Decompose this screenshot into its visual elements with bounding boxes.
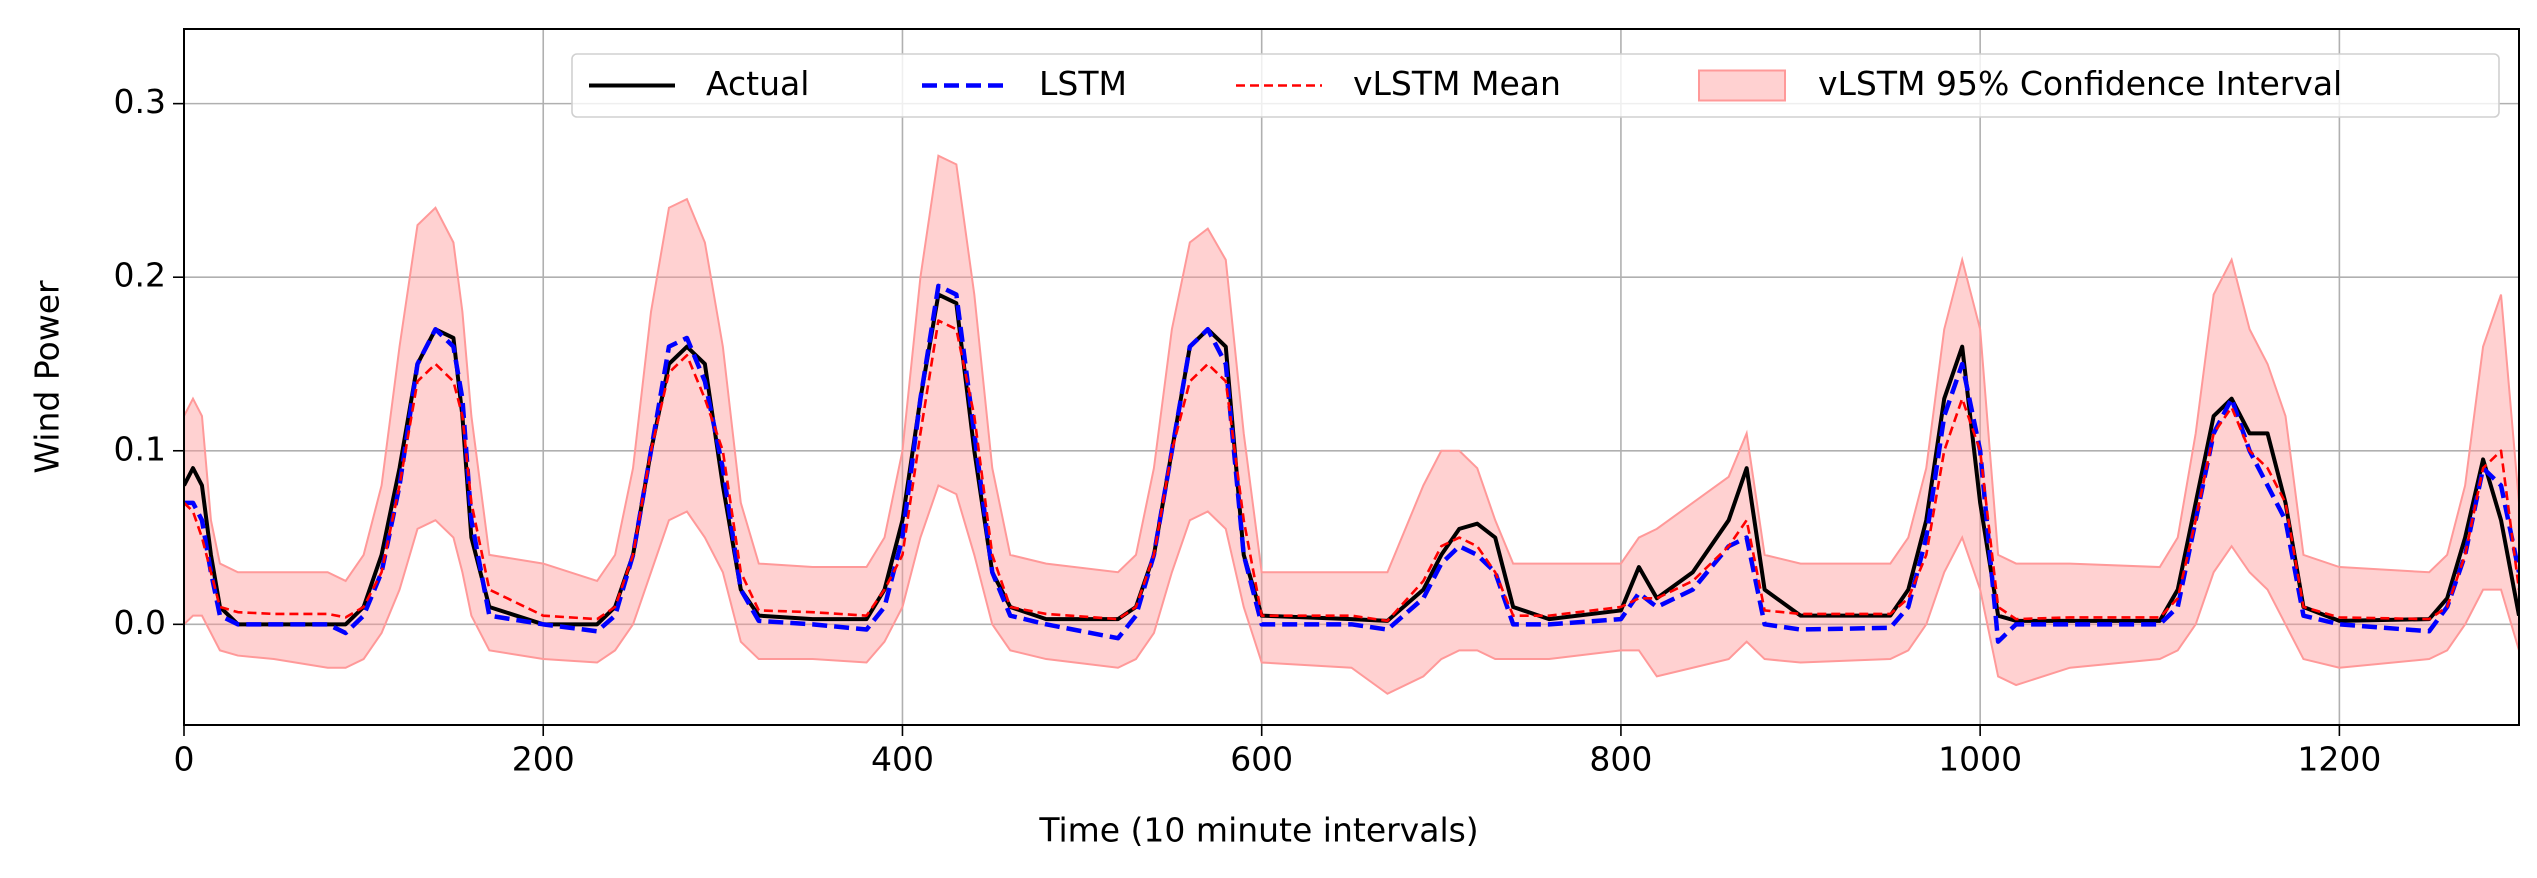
ticks: 0 200 400 600 800 1000 1200 0.0 0.1 0.2 0.3 xyxy=(114,82,2382,778)
legend-swatch xyxy=(1698,69,1786,102)
x-tick-label: 0 xyxy=(174,740,195,779)
y-tick-label: 0.3 xyxy=(114,82,166,121)
legend-label: vLSTM 95% Confidence Interval xyxy=(1818,64,2342,103)
series-line xyxy=(184,319,2519,623)
legend-box xyxy=(571,53,2500,118)
x-tick-label: 400 xyxy=(871,740,934,779)
y-tick-label: 0.1 xyxy=(114,429,166,468)
legend-label: vLSTM Mean xyxy=(1353,64,1561,103)
x-tick-label: 1000 xyxy=(1938,740,2022,779)
x-axis-label: Time (10 minute intervals) xyxy=(1038,811,1478,850)
confidence-band xyxy=(184,154,2519,695)
x-tick-label: 600 xyxy=(1230,740,1293,779)
y-tick-label: 0.2 xyxy=(114,256,166,295)
x-tick-label: 1200 xyxy=(2297,740,2381,779)
y-tick-label: 0.0 xyxy=(114,603,166,642)
legend-label: Actual xyxy=(706,64,809,103)
y-axis-label: Wind Power xyxy=(28,280,67,474)
x-tick-label: 800 xyxy=(1589,740,1652,779)
plot-area xyxy=(184,154,2519,695)
x-tick-label: 200 xyxy=(512,740,575,779)
axes-frame xyxy=(183,28,2520,726)
legend-label: LSTM xyxy=(1039,64,1127,103)
series-line xyxy=(184,283,2519,644)
legend: Actual LSTM vLSTM Mean vLSTM 95% Confidence… xyxy=(571,53,2500,118)
